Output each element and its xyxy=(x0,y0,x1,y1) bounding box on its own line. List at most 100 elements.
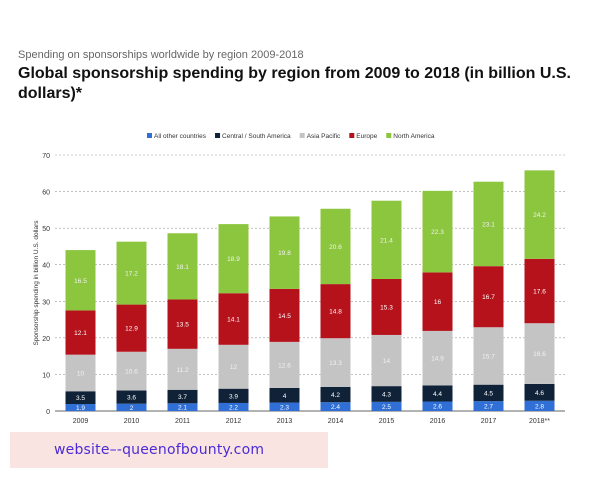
bar-segment xyxy=(65,404,96,411)
bar-segment xyxy=(116,241,147,305)
legend: All other countries Central / South Ameri… xyxy=(147,133,435,140)
data-label: 12 xyxy=(230,364,238,371)
data-label: 14.9 xyxy=(431,356,444,363)
chart-subtitle: Spending on sponsorships worldwide by re… xyxy=(18,49,304,61)
y-tick-label: 20 xyxy=(42,336,50,343)
bar-segment xyxy=(422,330,453,386)
bar-segment xyxy=(320,386,351,403)
data-label: 3.7 xyxy=(178,394,187,401)
data-label: 18.9 xyxy=(227,256,240,263)
bar-segment xyxy=(524,258,555,324)
data-label: 1.9 xyxy=(76,405,85,412)
legend-label: Asia Pacific xyxy=(307,133,341,140)
bar-segment xyxy=(320,284,351,339)
data-label: 14.1 xyxy=(227,317,240,324)
x-tick-label: 2018** xyxy=(529,418,550,425)
x-tick-label: 2017 xyxy=(481,418,497,425)
bar-segment xyxy=(320,208,351,285)
data-label: 16.7 xyxy=(482,294,495,301)
legend-swatch xyxy=(147,133,152,138)
bar-segment xyxy=(218,344,249,389)
bar-segment xyxy=(371,278,402,335)
bar-segment xyxy=(65,391,96,405)
bar-segment xyxy=(524,383,555,401)
data-label: 12.9 xyxy=(125,326,138,333)
data-label: 16.6 xyxy=(533,351,546,358)
bar-segment xyxy=(269,387,300,403)
bar-segment xyxy=(167,348,198,390)
bar-segment xyxy=(269,288,300,342)
data-label: 17.2 xyxy=(125,271,138,278)
chart-title: Global sponsorship spending by region fr… xyxy=(18,65,571,102)
data-label: 2 xyxy=(130,405,134,412)
bar-segment xyxy=(218,402,249,411)
data-label: 4 xyxy=(283,393,287,400)
bar-segment xyxy=(269,341,300,388)
x-axis: 2009 2010 2011 2012 2013 2014 2015 2016 2017 2018… xyxy=(73,418,551,425)
y-axis-title: Sponsorship spending in billion U.S. dol… xyxy=(33,220,40,346)
data-label: 14 xyxy=(383,358,391,365)
bar-segment xyxy=(473,266,504,328)
bar-segment xyxy=(65,354,96,392)
bar-segment xyxy=(473,384,504,402)
y-tick-label: 30 xyxy=(42,299,50,306)
bar-segment xyxy=(473,327,504,385)
bar-segment xyxy=(65,310,96,355)
legend-label: Central / South America xyxy=(222,133,291,140)
data-label: 2.8 xyxy=(535,403,544,410)
data-label: 3.5 xyxy=(76,395,85,402)
data-label: 12.1 xyxy=(74,330,87,337)
bar-segment xyxy=(116,390,147,404)
legend-swatch xyxy=(299,133,305,138)
x-tick-label: 2013 xyxy=(277,418,293,425)
legend-label: North America xyxy=(393,133,435,140)
data-label: 10.6 xyxy=(125,369,138,376)
bar-segment xyxy=(218,224,249,294)
bar-segment xyxy=(218,293,249,345)
data-label: 22.3 xyxy=(431,229,444,236)
data-label: 4.6 xyxy=(535,390,544,397)
bar-segment xyxy=(116,403,147,411)
data-label: 2.7 xyxy=(484,404,493,411)
data-label: 10 xyxy=(77,370,85,377)
data-label: 3.9 xyxy=(229,393,238,400)
data-label: 4.5 xyxy=(484,390,493,397)
bar-segment xyxy=(524,323,555,384)
bar-segment xyxy=(269,402,300,411)
data-label: 2.1 xyxy=(178,405,187,412)
x-tick-label: 2011 xyxy=(175,418,190,425)
data-label: 2.2 xyxy=(229,404,238,411)
x-tick-label: 2014 xyxy=(328,418,344,425)
bar-segment xyxy=(218,388,249,403)
data-label: 13.3 xyxy=(329,360,342,367)
bar-segment xyxy=(371,200,402,279)
bar-segment xyxy=(320,338,351,387)
legend-swatch xyxy=(386,133,392,138)
y-tick-label: 10 xyxy=(42,372,50,379)
bar-segment xyxy=(116,304,147,352)
y-tick-label: 40 xyxy=(42,263,50,270)
data-label: 24.2 xyxy=(533,212,546,219)
watermark-text: website–-queenofbounty.com xyxy=(54,442,265,458)
x-tick-label: 2010 xyxy=(124,418,140,425)
bar-segment xyxy=(116,351,147,391)
x-tick-label: 2015 xyxy=(379,418,395,425)
data-label: 3.6 xyxy=(127,395,136,402)
bars: 1.9 3.5 10 12.1 16.5 2 3.6 10.6 12.9 17.2 2.1 3.7 11… xyxy=(65,170,555,412)
bar-segment xyxy=(473,181,504,267)
data-label: 2.6 xyxy=(433,404,442,411)
bar-segment xyxy=(167,403,198,411)
bar-segment xyxy=(167,389,198,404)
bar-segment xyxy=(422,385,453,402)
data-label: 15.7 xyxy=(482,353,495,360)
x-tick-label: 2016 xyxy=(430,418,446,425)
bar-segment xyxy=(422,272,453,331)
bar-segment xyxy=(422,190,453,273)
data-label: 12.6 xyxy=(278,362,291,369)
legend-label: All other countries xyxy=(154,133,207,140)
data-label: 14.8 xyxy=(329,309,342,316)
data-label: 2.4 xyxy=(331,404,340,411)
data-label: 2.3 xyxy=(280,404,289,411)
bar-segment xyxy=(422,401,453,411)
